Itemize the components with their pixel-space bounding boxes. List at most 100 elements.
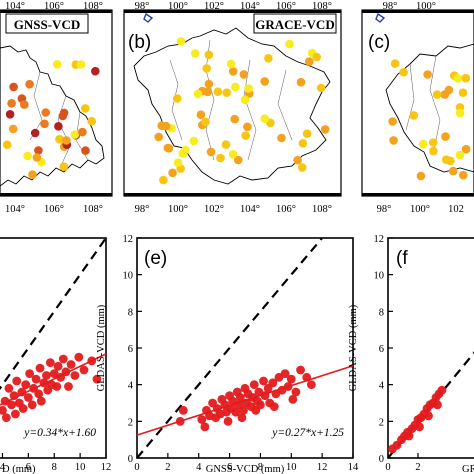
scatter-panel-d: 4 6 8 10 12 y=0.34*x+1.60 D (mm)	[0, 237, 111, 474]
data-point	[200, 422, 210, 432]
station-dot	[461, 144, 471, 154]
data-point	[288, 394, 298, 404]
y-axis-label: GLDAS-VCD (mm)	[96, 304, 107, 391]
x-tick-label: 8	[258, 462, 263, 473]
data-point	[53, 361, 63, 371]
data-point	[21, 380, 31, 390]
station-dot	[241, 131, 250, 140]
station-dot	[202, 64, 211, 73]
province-boundary	[0, 45, 105, 187]
province-boundary	[133, 27, 331, 185]
data-point	[424, 411, 433, 421]
station-dot	[59, 162, 69, 171]
station-dot	[168, 168, 177, 178]
station-dot	[243, 122, 252, 132]
y-tick-label: 10	[123, 271, 134, 282]
data-point	[79, 365, 89, 375]
x-tick-label: 6	[26, 462, 31, 473]
station-dot	[285, 39, 294, 49]
map-top-tick: 98°	[135, 1, 150, 12]
station-dot	[59, 108, 69, 118]
station-dots	[388, 59, 471, 181]
station-dot	[206, 147, 216, 157]
x-tick-label: 10	[75, 462, 86, 473]
map-title-box	[5, 13, 89, 34]
map-top-tick: 108°	[83, 1, 103, 12]
map-bottom-tick: 102	[448, 204, 464, 215]
station-dot	[54, 122, 63, 131]
map-bottom-tick: 98°	[377, 204, 392, 215]
x-tick-label: 0	[134, 462, 139, 473]
station-dot	[260, 77, 270, 86]
ticks-layer: 0 2 0 2 4 6 8 10 12	[374, 234, 421, 473]
map-frame	[123, 9, 342, 197]
station-dot	[55, 134, 64, 144]
station-dot	[298, 139, 308, 148]
plot-frame	[0, 237, 107, 459]
data-point	[39, 378, 49, 388]
station-dot	[159, 175, 168, 185]
data-point	[280, 369, 290, 379]
map-tick-labels: 98° 100° 98° 100° 102	[377, 1, 464, 215]
station-dots	[2, 60, 100, 179]
station-dots	[154, 37, 330, 185]
x-tick-label: 2	[165, 462, 170, 473]
data-point	[251, 405, 261, 415]
data-point	[231, 407, 241, 417]
station-dot	[81, 146, 90, 155]
data-point	[36, 396, 46, 406]
station-dot	[264, 54, 273, 63]
data-point	[25, 369, 35, 379]
ticks-layer: 0 2 4 6 8 10 12 14 0 2 4 6 8 10 12	[123, 234, 360, 473]
one-to-one-line	[136, 237, 323, 459]
data-point	[249, 380, 259, 390]
data-point	[35, 363, 45, 373]
station-dot	[316, 83, 326, 93]
data-point	[0, 396, 10, 406]
data-point	[7, 400, 16, 410]
fit-layer	[136, 237, 354, 459]
map-frame-ticks-bottom	[124, 193, 341, 196]
station-dot	[260, 114, 270, 123]
map-frame-ticks-bottom	[362, 193, 474, 196]
map-top-tick: 106°	[44, 1, 64, 12]
map-top-tick: 108°	[312, 1, 332, 12]
station-dot	[189, 136, 199, 146]
map-top-tick: 102°	[204, 1, 224, 12]
station-dot	[2, 140, 12, 149]
station-dot	[221, 140, 231, 149]
y-tick-label: 6	[128, 344, 133, 355]
station-dot	[204, 50, 214, 60]
station-dot	[233, 155, 243, 165]
station-dot	[91, 66, 100, 76]
x-axis-label: GNSS-VCD (mm)	[206, 464, 285, 474]
station-dot	[432, 90, 442, 99]
x-tick-label: 4	[0, 462, 6, 473]
map-frame-ticks-top	[362, 10, 474, 13]
data-point	[0, 405, 7, 415]
plot-frame	[387, 237, 474, 459]
data-point	[29, 383, 38, 393]
station-dot	[41, 108, 50, 117]
station-dot	[173, 158, 183, 167]
data-point	[175, 416, 185, 426]
data-point	[437, 385, 447, 395]
data-point	[283, 382, 293, 391]
y-tick-label: 4	[128, 381, 134, 392]
station-dot	[320, 125, 330, 134]
station-dot	[228, 67, 238, 76]
data-point	[34, 389, 44, 399]
map-bottom-tick: 98°	[135, 204, 150, 215]
data-point	[58, 354, 68, 364]
station-dot	[34, 146, 43, 155]
station-dot	[52, 60, 62, 69]
data-point	[286, 374, 296, 384]
map-panel-gnss: GNSS-VCD 104° 106° 108° 104° 106° 108°	[0, 1, 113, 215]
map-top-tick: 104°	[5, 1, 25, 12]
station-dot	[389, 136, 398, 145]
data-point	[223, 416, 233, 426]
station-dot	[293, 155, 302, 165]
station-dot	[7, 99, 16, 108]
data-point	[92, 374, 102, 384]
station-dot	[388, 117, 397, 126]
